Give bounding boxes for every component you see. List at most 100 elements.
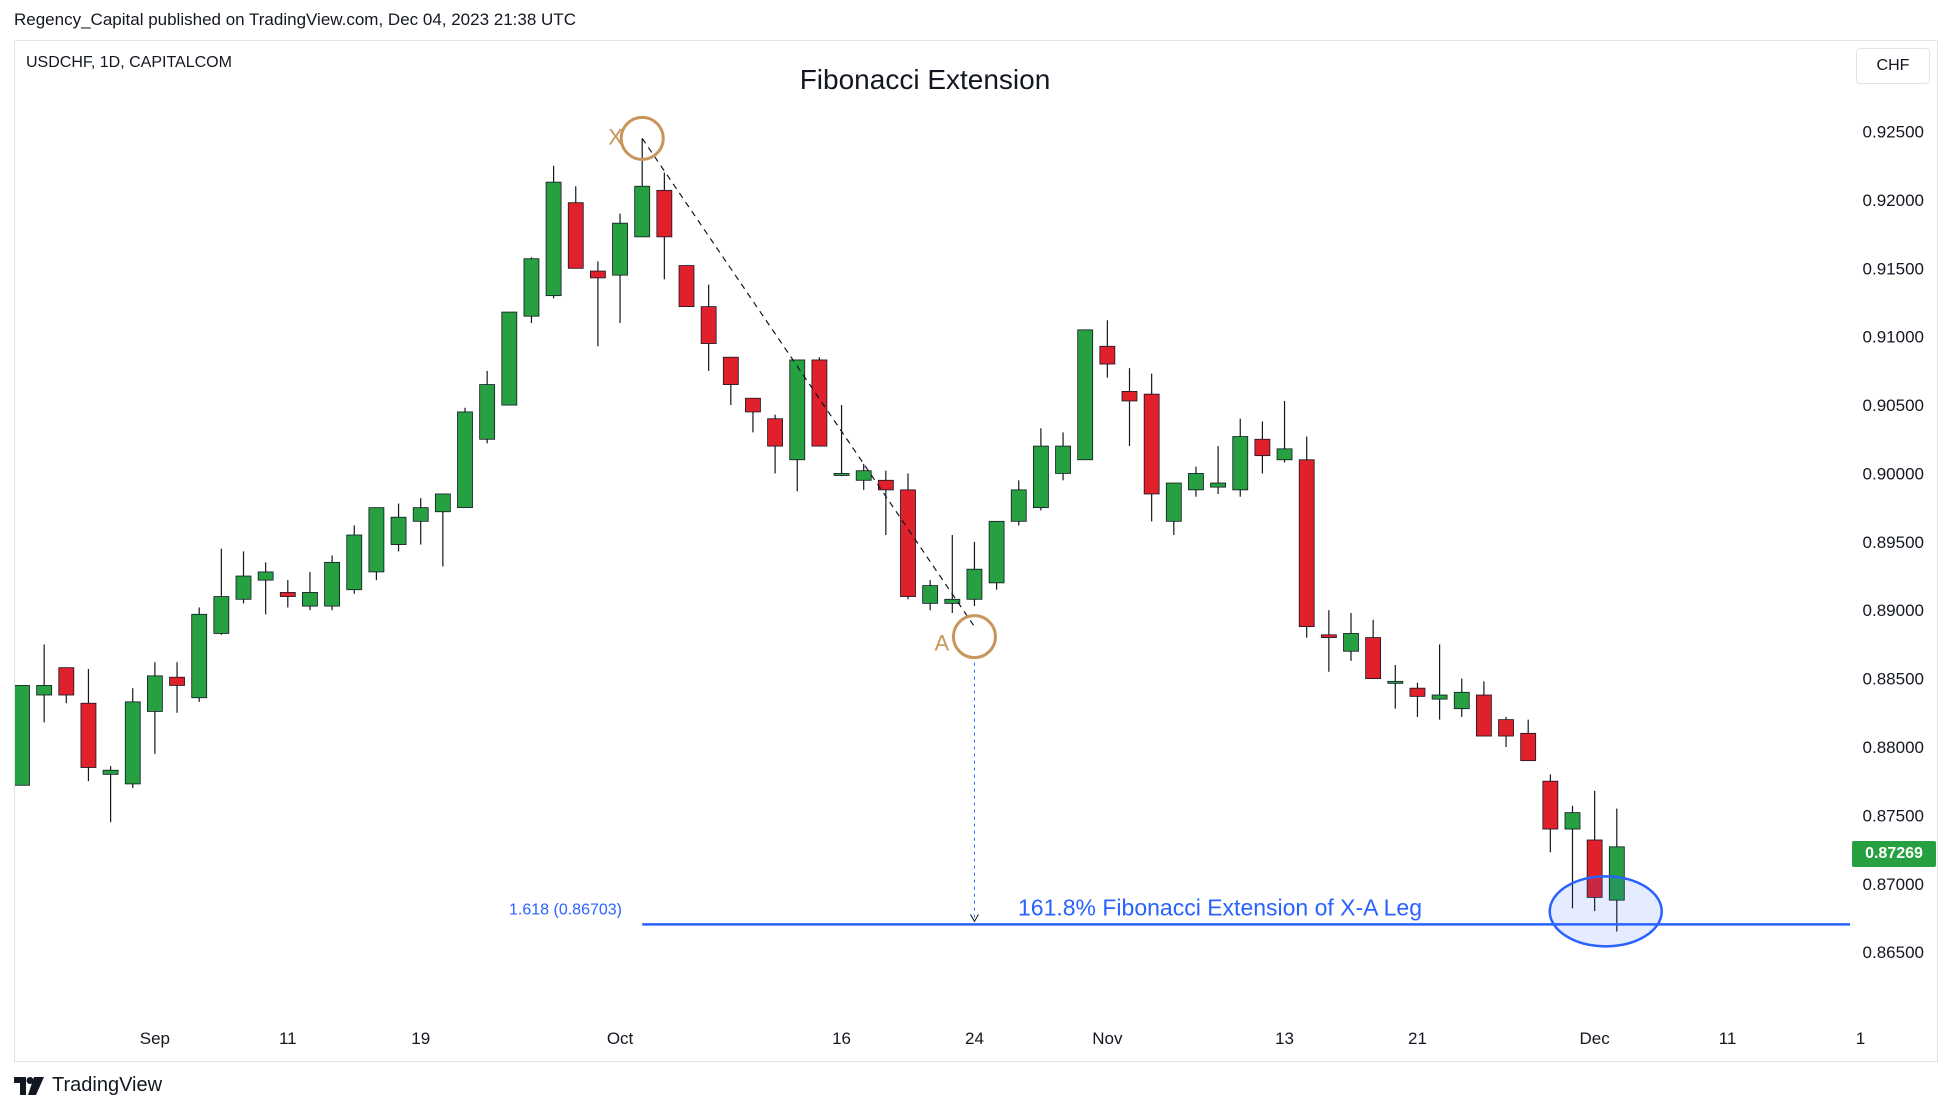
candle-up [789, 359, 806, 461]
candle-down [1121, 390, 1138, 402]
candle-up [368, 507, 385, 573]
brand-name: TradingView [52, 1074, 163, 1096]
candle-up [1077, 329, 1094, 461]
candle-up [1564, 812, 1581, 830]
candle-down [1099, 345, 1116, 365]
candle-up [324, 561, 341, 607]
candle-down [1320, 634, 1337, 638]
candle-down [1143, 393, 1160, 495]
candle-down [279, 592, 296, 597]
candles-group [15, 138, 1625, 932]
chart-frame [14, 40, 1938, 1062]
x-tick-label: Oct [607, 1029, 634, 1048]
candle-down [678, 265, 695, 308]
candle-down [169, 676, 185, 686]
x-point-marker [619, 115, 665, 161]
candle-down [58, 667, 75, 696]
candle-down [1365, 637, 1382, 680]
candle-up [922, 585, 939, 604]
y-tick-label: 0.89500 [1863, 533, 1924, 552]
x-tick-label: 13 [1275, 1029, 1294, 1048]
candle-up [612, 222, 628, 276]
publisher-header: Regency_Capital published on TradingView… [14, 10, 576, 29]
candle-up [944, 598, 961, 604]
candle-up [988, 520, 1005, 584]
target-zone-highlight [1548, 875, 1663, 948]
tradingview-brand[interactable]: TradingView [14, 1074, 162, 1097]
candle-up [102, 769, 119, 775]
candle-up [833, 473, 850, 476]
x-tick-label: 16 [832, 1029, 851, 1048]
candle-up [146, 675, 163, 712]
symbol-label[interactable]: USDCHF, 1D, CAPITALCOM [26, 54, 232, 71]
candle-down [1520, 732, 1537, 762]
candle-up [191, 613, 208, 699]
projection-arrow [970, 914, 979, 923]
y-tick-label: 0.87500 [1863, 806, 1924, 825]
candle-up [124, 701, 141, 785]
candle-down [1498, 719, 1514, 737]
x-tick-label: 24 [965, 1029, 984, 1048]
candle-up [523, 258, 540, 317]
x-tick-label: 11 [1719, 1029, 1737, 1048]
candle-down [1542, 780, 1559, 830]
candle-up [1055, 445, 1071, 474]
fib-extension-text: 161.8% Fibonacci Extension of X-A Leg [1018, 894, 1422, 920]
candle-up [1188, 473, 1204, 491]
candle-down [767, 418, 783, 447]
y-tick-label: 0.91500 [1863, 259, 1924, 278]
y-tick-label: 0.87000 [1863, 875, 1924, 894]
candle-up [634, 185, 651, 238]
candle-down [1476, 694, 1492, 737]
x-tick-label: 11 [279, 1029, 297, 1048]
y-tick-label: 0.92000 [1863, 191, 1924, 210]
y-tick-label: 0.90000 [1863, 464, 1924, 483]
tradingview-logo-icon [14, 1076, 44, 1095]
y-tick-label: 0.89000 [1863, 601, 1924, 620]
candle-up [479, 384, 496, 440]
candle-up [15, 685, 30, 786]
y-tick-label: 0.88000 [1863, 738, 1924, 757]
x-tick-label: Nov [1092, 1029, 1123, 1048]
chart-title: Fibonacci Extension [799, 64, 1051, 95]
x-tick-label: Dec [1580, 1029, 1611, 1048]
candle-down [900, 489, 916, 597]
candle-down [590, 270, 606, 279]
candle-down [722, 356, 739, 385]
candle-up [1010, 489, 1027, 522]
candle-up [1387, 680, 1404, 684]
y-tick-label: 0.88500 [1863, 670, 1924, 689]
candle-up [1343, 633, 1359, 652]
x-tick-label: Sep [140, 1029, 170, 1048]
candle-down [700, 306, 717, 344]
candle-up [501, 311, 518, 406]
candle-up [434, 493, 451, 513]
candle-down [1586, 839, 1603, 898]
candle-down [1298, 459, 1315, 628]
candle-up [302, 592, 318, 607]
y-tick-label: 0.86500 [1863, 943, 1924, 962]
candle-up [390, 516, 407, 545]
y-tick-label: 0.92500 [1863, 123, 1924, 142]
x-tick-label: 1 [1856, 1029, 1865, 1048]
candle-down [80, 702, 97, 768]
candle-up [1608, 846, 1625, 901]
candle-down [1409, 687, 1426, 697]
currency-selector[interactable]: CHF [1856, 48, 1930, 84]
candle-up [36, 685, 53, 696]
candle-up [545, 181, 562, 297]
candle-up [1210, 482, 1226, 488]
x-tick-label: 21 [1408, 1029, 1427, 1048]
candle-down [656, 189, 673, 238]
candle-up [235, 575, 252, 600]
candle-up [457, 411, 473, 509]
candle-up [412, 507, 429, 522]
candle-up [1431, 694, 1448, 700]
candle-up [346, 534, 363, 591]
candle-down [745, 397, 761, 413]
candle-up [855, 470, 872, 481]
candle-up [1276, 448, 1293, 461]
candle-down [1254, 438, 1271, 457]
fib-level-label: 1.618 (0.86703) [509, 901, 622, 918]
